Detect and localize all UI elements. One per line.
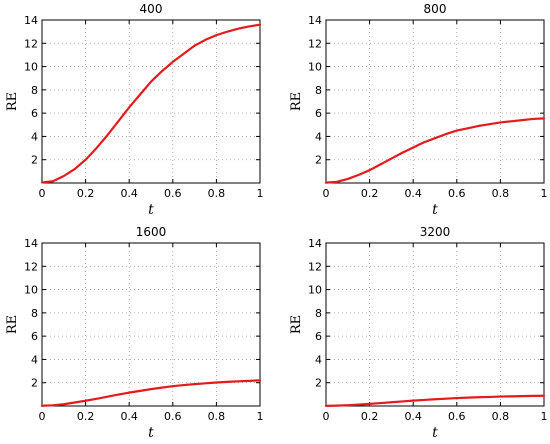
x-tick-label: 0.4 (404, 187, 422, 200)
y-tick-label: 12 (24, 37, 38, 50)
x-tick-label: 0.8 (492, 410, 510, 423)
x-tick-label: 0.6 (448, 410, 466, 423)
y-tick-label: 2 (315, 377, 322, 390)
y-tick-label: 6 (315, 107, 322, 120)
y-axis-label: RE (289, 315, 304, 334)
x-tick-label: 0.4 (404, 410, 422, 423)
y-axis-label: RE (5, 92, 20, 111)
plot-area (41, 19, 261, 184)
x-tick-label: 0.8 (492, 187, 510, 200)
y-tick-label: 4 (31, 130, 38, 143)
y-tick-label: 14 (24, 14, 38, 27)
y-axis-label: RE (289, 92, 304, 111)
y-tick-label: 8 (31, 307, 38, 320)
x-tick-label: 1 (257, 410, 264, 423)
x-tick-label: 0.6 (448, 187, 466, 200)
x-tick-label: 0 (323, 410, 330, 423)
y-tick-label: 10 (24, 61, 38, 74)
x-tick-label: 0.6 (164, 187, 182, 200)
y-tick-label: 6 (315, 330, 322, 343)
x-tick-label: 0 (39, 410, 46, 423)
x-tick-label: 0.2 (361, 187, 379, 200)
x-tick-label: 1 (257, 187, 264, 200)
y-tick-label: 4 (315, 130, 322, 143)
x-tick-label: 0.8 (208, 187, 226, 200)
y-tick-label: 14 (308, 14, 322, 27)
y-axis-label: RE (5, 315, 20, 334)
plot-area (41, 242, 261, 407)
x-tick-label: 1 (541, 410, 548, 423)
y-tick-label: 14 (308, 237, 322, 250)
x-tick-label: 0.2 (361, 410, 379, 423)
series-line (324, 394, 546, 407)
x-axis-label: t (432, 425, 438, 441)
series-line (324, 117, 546, 184)
y-tick-label: 4 (315, 353, 322, 366)
y-tick-label: 8 (31, 84, 38, 97)
x-tick-label: 0.6 (164, 410, 182, 423)
x-tick-label: 0.2 (77, 187, 95, 200)
y-tick-label: 2 (31, 154, 38, 167)
x-tick-label: 0.2 (77, 410, 95, 423)
chart-title: 800 (424, 2, 447, 16)
y-tick-label: 8 (315, 307, 322, 320)
x-tick-label: 0.4 (120, 410, 138, 423)
x-tick-label: 0.8 (208, 410, 226, 423)
y-tick-label: 2 (31, 377, 38, 390)
y-tick-label: 10 (308, 61, 322, 74)
y-tick-label: 10 (308, 284, 322, 297)
y-tick-label: 6 (31, 330, 38, 343)
plot-area (325, 19, 545, 184)
x-axis-label: t (432, 202, 438, 218)
x-tick-label: 0.4 (120, 187, 138, 200)
chart-title: 1600 (136, 225, 167, 239)
x-tick-label: 0 (39, 187, 46, 200)
y-tick-label: 8 (315, 84, 322, 97)
y-tick-label: 12 (308, 260, 322, 273)
y-tick-label: 14 (24, 237, 38, 250)
y-tick-label: 12 (308, 37, 322, 50)
x-axis-label: t (148, 202, 154, 218)
y-tick-label: 2 (315, 154, 322, 167)
x-axis-label: t (148, 425, 154, 441)
x-tick-label: 1 (541, 187, 548, 200)
chart-title: 400 (140, 2, 163, 16)
y-tick-label: 4 (31, 353, 38, 366)
y-tick-label: 12 (24, 260, 38, 273)
plot-area (325, 242, 545, 407)
series-line (40, 379, 262, 407)
y-tick-label: 10 (24, 284, 38, 297)
y-tick-label: 6 (31, 107, 38, 120)
chart-title: 3200 (420, 225, 451, 239)
series-line (40, 23, 262, 184)
x-tick-label: 0 (323, 187, 330, 200)
